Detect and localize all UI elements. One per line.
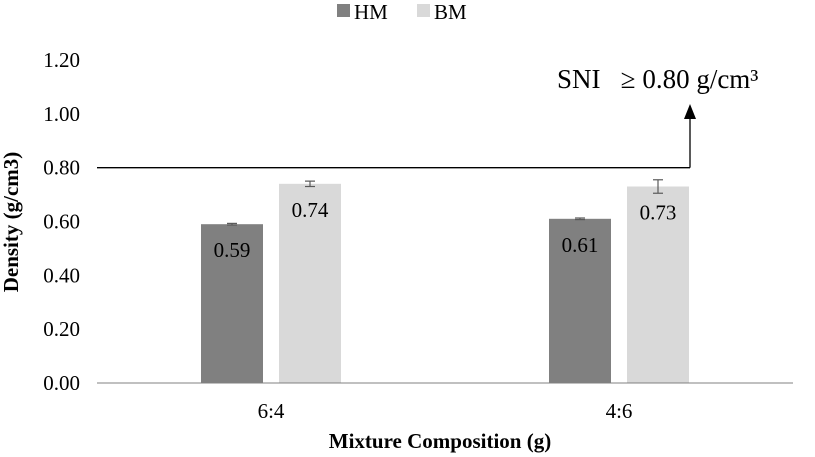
error-bars [227, 179, 663, 226]
y-axis-title: Density (g/cm3) [0, 152, 23, 293]
data-label: 0.59 [214, 238, 251, 262]
bar-hm-1 [201, 224, 263, 383]
bars [201, 183, 689, 383]
data-label: 0.74 [292, 198, 329, 222]
error-bar [575, 217, 585, 221]
legend-swatch [337, 4, 350, 17]
arrow-head-icon [684, 104, 696, 119]
x-tick-label: 6:4 [258, 399, 285, 423]
y-tick-label: 0.00 [43, 371, 80, 395]
y-tick-label: 0.60 [43, 210, 80, 234]
y-axis-ticks: 0.00 0.20 0.40 0.60 0.80 1.00 1.20 [43, 48, 80, 395]
reference-line [97, 104, 696, 169]
error-bar [227, 222, 237, 226]
y-tick-label: 1.00 [43, 102, 80, 126]
legend-label: HM [354, 0, 388, 24]
data-label: 0.61 [562, 233, 599, 257]
x-axis-title: Mixture Composition (g) [329, 429, 551, 453]
bar-bm-1 [279, 183, 341, 383]
y-tick-label: 0.80 [43, 156, 80, 180]
y-tick-label: 0.40 [43, 263, 80, 287]
x-tick-label: 4:6 [606, 399, 633, 423]
error-bar [653, 179, 663, 194]
y-tick-label: 1.20 [43, 48, 80, 72]
bar-hm-2 [549, 218, 611, 383]
legend: HM BM [337, 0, 467, 24]
legend-label: BM [434, 0, 467, 24]
legend-item-bm: BM [417, 0, 467, 24]
y-tick-label: 0.20 [43, 317, 80, 341]
legend-swatch [417, 4, 430, 17]
bar-bm-2 [627, 186, 689, 383]
x-axis-ticks: 6:4 4:6 [258, 399, 633, 423]
error-bar [305, 180, 315, 188]
reference-label: SNI ≥ 0.80 g/cm³ [557, 64, 758, 94]
legend-item-hm: HM [337, 0, 388, 24]
data-label: 0.73 [640, 201, 677, 225]
data-labels: 0.59 0.74 0.61 0.73 [214, 198, 677, 262]
